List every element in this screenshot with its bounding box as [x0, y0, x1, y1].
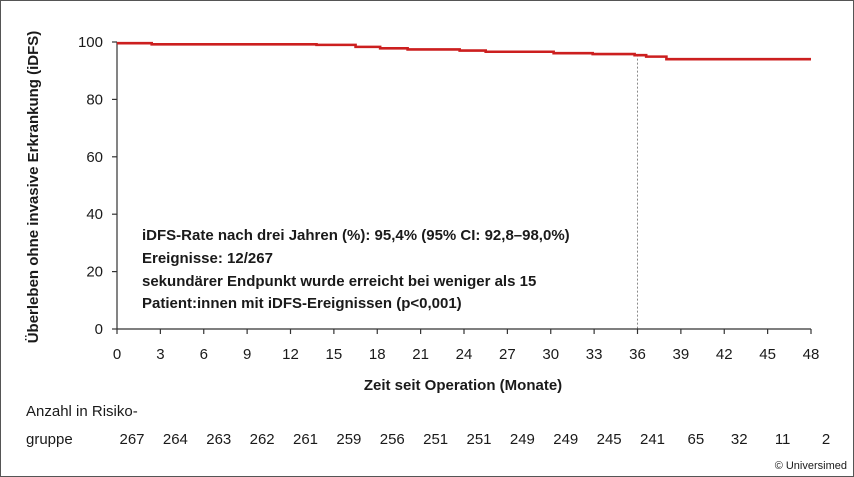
x-tick-label: 27	[499, 346, 516, 363]
at-risk-value: 251	[466, 431, 491, 448]
at-risk-value: 267	[119, 431, 144, 448]
x-tick-label: 3	[156, 346, 164, 363]
at-risk-value: 245	[597, 431, 622, 448]
y-tick-label: 60	[86, 149, 103, 166]
at-risk-value: 264	[163, 431, 188, 448]
at-risk-label-line-2: gruppe	[26, 431, 73, 448]
x-tick-label: 21	[412, 346, 429, 363]
at-risk-value: 251	[423, 431, 448, 448]
at-risk-value: 2	[822, 431, 830, 448]
at-risk-value: 259	[336, 431, 361, 448]
annotation-line-3: sekundärer Endpunkt wurde erreicht bei w…	[142, 273, 536, 290]
at-risk-value: 11	[775, 431, 791, 448]
x-axis-title: Zeit seit Operation (Monate)	[364, 377, 562, 394]
x-tick-label: 9	[243, 346, 251, 363]
x-tick-label: 42	[716, 346, 733, 363]
annotation-line-4: Patient:innen mit iDFS-Ereignissen (p<0,…	[142, 295, 462, 312]
annotation-line-2: Ereignisse: 12/267	[142, 250, 273, 267]
at-risk-value: 32	[731, 431, 748, 448]
x-tick-label: 33	[586, 346, 603, 363]
at-risk-row: 267 264 263 262 261 259 256 251 251 249 249 245 241 6…	[119, 431, 830, 448]
annotation-box: iDFS-Rate nach drei Jahren (%): 95,4% (9…	[142, 227, 570, 312]
x-tick-label: 18	[369, 346, 386, 363]
at-risk-value: 262	[250, 431, 275, 448]
y-tick-label: 0	[95, 321, 103, 338]
x-tick-label: 6	[200, 346, 208, 363]
x-tick-label: 30	[542, 346, 559, 363]
y-tick-label: 40	[86, 206, 103, 223]
at-risk-label-line-1: Anzahl in Risiko-	[26, 403, 138, 420]
at-risk-value: 261	[293, 431, 318, 448]
at-risk-value: 249	[553, 431, 578, 448]
y-axis-title: Überleben ohne invasive Erkrankung (iDFS…	[25, 31, 42, 344]
at-risk-value: 263	[206, 431, 231, 448]
x-tick-label: 45	[759, 346, 776, 363]
y-tick-label: 100	[78, 34, 103, 51]
y-tick-label: 20	[86, 264, 103, 281]
x-tick-label: 0	[113, 346, 121, 363]
copyright-credit: © Universimed	[775, 460, 847, 472]
at-risk-value: 256	[380, 431, 405, 448]
at-risk-value: 249	[510, 431, 535, 448]
x-tick-label: 48	[803, 346, 820, 363]
x-tick-label: 36	[629, 346, 646, 363]
at-risk-value: 65	[688, 431, 705, 448]
annotation-line-1: iDFS-Rate nach drei Jahren (%): 95,4% (9…	[142, 227, 570, 244]
x-tick-label: 12	[282, 346, 299, 363]
x-tick-label: 39	[673, 346, 690, 363]
x-tick-label: 15	[326, 346, 343, 363]
at-risk-value: 241	[640, 431, 665, 448]
survival-curve	[117, 41, 811, 61]
y-tick-label: 80	[86, 91, 103, 108]
x-tick-label: 24	[456, 346, 473, 363]
